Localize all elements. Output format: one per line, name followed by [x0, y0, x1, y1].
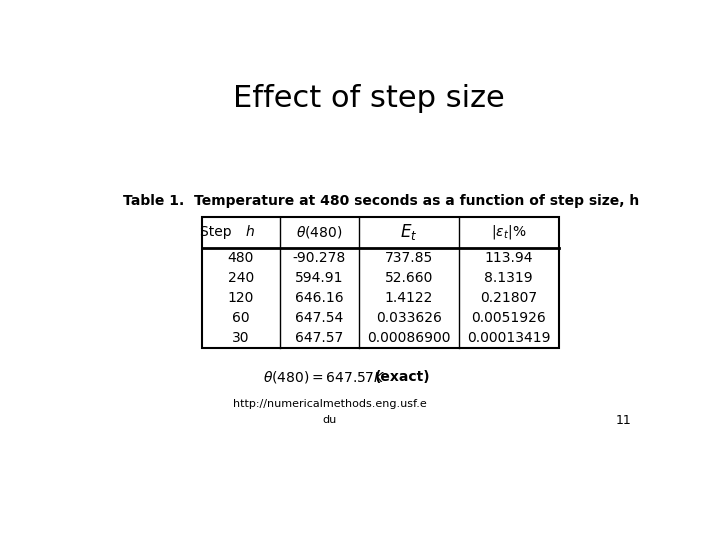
Text: 8.1319: 8.1319: [485, 271, 533, 285]
Text: 0.00086900: 0.00086900: [367, 330, 451, 345]
Text: 30: 30: [232, 330, 250, 345]
Text: 647.54: 647.54: [295, 310, 343, 325]
Text: Step: Step: [200, 225, 236, 239]
Text: 113.94: 113.94: [485, 251, 533, 265]
Text: h: h: [246, 225, 254, 239]
Text: 1.4122: 1.4122: [384, 291, 433, 305]
Text: 594.91: 594.91: [295, 271, 343, 285]
Text: 646.16: 646.16: [295, 291, 343, 305]
Text: http://numericalmethods.eng.usf.e: http://numericalmethods.eng.usf.e: [233, 399, 427, 409]
Text: $|\epsilon_t|\%$: $|\epsilon_t|\%$: [491, 223, 526, 241]
Text: $\theta(480) = 647.57K$: $\theta(480) = 647.57K$: [264, 369, 385, 384]
Text: 120: 120: [228, 291, 254, 305]
Text: 0.21807: 0.21807: [480, 291, 537, 305]
Text: 11: 11: [616, 414, 631, 427]
Text: 647.57: 647.57: [295, 330, 343, 345]
Text: Effect of step size: Effect of step size: [233, 84, 505, 112]
Text: Table 1.  Temperature at 480 seconds as a function of step size, h: Table 1. Temperature at 480 seconds as a…: [124, 194, 640, 208]
Text: $E_{t}$: $E_{t}$: [400, 222, 418, 242]
Text: 0.00013419: 0.00013419: [467, 330, 551, 345]
Text: -90.278: -90.278: [293, 251, 346, 265]
Text: (exact): (exact): [374, 370, 431, 383]
Text: 52.660: 52.660: [384, 271, 433, 285]
Text: $\theta(480)$: $\theta(480)$: [296, 224, 343, 240]
Text: 0.033626: 0.033626: [376, 310, 441, 325]
Text: 60: 60: [232, 310, 250, 325]
Text: du: du: [323, 415, 337, 426]
Text: 480: 480: [228, 251, 254, 265]
Text: 737.85: 737.85: [384, 251, 433, 265]
Text: 240: 240: [228, 271, 254, 285]
Text: 0.0051926: 0.0051926: [472, 310, 546, 325]
